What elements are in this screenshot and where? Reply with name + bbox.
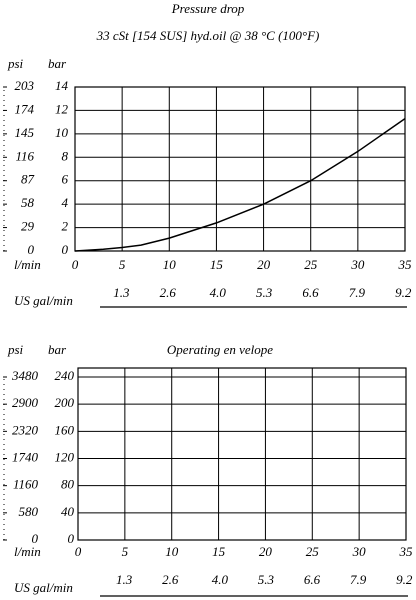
y2-tick-label: 0 (28, 242, 35, 257)
x2-tick-label: 7.9 (349, 285, 366, 300)
y2-tick-label: 116 (15, 148, 34, 163)
y2-axis-label: psi (7, 342, 24, 357)
x-tick-label: 15 (212, 544, 226, 559)
y2-tick-label: 58 (21, 195, 35, 210)
x-tick-label: 10 (163, 257, 177, 272)
y2-axis-label: psi (7, 56, 24, 71)
x2-tick-label: 9.2 (396, 572, 413, 587)
y2-tick-label: 3480 (11, 368, 39, 383)
y2-tick-label: 87 (21, 172, 35, 187)
x2-tick-label: 1.3 (116, 572, 133, 587)
curve (74, 118, 406, 252)
y-axis-label: bar (48, 56, 67, 71)
chart-subtitle: 33 cSt [154 SUS] hyd.oil @ 38 °C (100°F) (96, 28, 320, 43)
x2-tick-label: 2.6 (160, 285, 177, 300)
x-tick-label: 35 (399, 544, 414, 559)
x2-tick-label: 5.3 (256, 285, 273, 300)
x-tick-label: 35 (398, 257, 413, 272)
plot-frame (74, 86, 406, 252)
y2-tick-label: 0 (32, 531, 39, 546)
y-tick-label: 200 (55, 395, 75, 410)
x-tick-label: 5 (119, 257, 126, 272)
y2-tick-label: 174 (15, 101, 35, 116)
x-tick-label: 20 (259, 544, 273, 559)
x-tick-label: 15 (210, 257, 224, 272)
y-tick-label: 40 (61, 504, 75, 519)
y2-tick-label: 2900 (12, 395, 39, 410)
x-axis-label: l/min (14, 544, 41, 559)
plot-frame (77, 367, 407, 541)
chart-title: Operating en velope (167, 342, 273, 357)
x2-tick-label: 4.0 (210, 285, 227, 300)
x2-tick-label: 9.2 (395, 285, 412, 300)
y-axis-label: bar (48, 342, 67, 357)
y-tick-label: 0 (68, 531, 75, 546)
x-tick-label: 10 (165, 544, 179, 559)
y-tick-label: 6 (62, 172, 69, 187)
y-tick-label: 0 (62, 242, 69, 257)
x-tick-label: 30 (352, 544, 367, 559)
y2-tick-label: 1160 (13, 477, 39, 492)
y-tick-label: 8 (62, 148, 69, 163)
x2-tick-label: 4.0 (212, 572, 229, 587)
y-tick-label: 12 (55, 101, 69, 116)
x-tick-label: 0 (75, 544, 82, 559)
y-tick-label: 10 (55, 125, 69, 140)
y-tick-label: 240 (55, 368, 75, 383)
y-tick-label: 120 (55, 449, 75, 464)
x2-tick-label: 6.6 (304, 572, 321, 587)
x2-axis-label: US gal/min (14, 580, 73, 595)
chart-title: Pressure drop (171, 1, 245, 16)
x2-tick-label: 1.3 (113, 285, 130, 300)
y2-tick-label: 29 (21, 219, 35, 234)
x-tick-label: 30 (350, 257, 365, 272)
x-tick-label: 0 (72, 257, 79, 272)
y-tick-label: 14 (55, 78, 69, 93)
x-tick-label: 5 (122, 544, 129, 559)
x2-tick-label: 2.6 (162, 572, 179, 587)
x2-tick-label: 6.6 (302, 285, 319, 300)
x2-tick-label: 7.9 (350, 572, 367, 587)
y-tick-label: 160 (55, 422, 75, 437)
y2-tick-label: 145 (15, 125, 35, 140)
y2-tick-label: 2320 (12, 422, 39, 437)
x2-axis-label: US gal/min (14, 293, 73, 308)
y-tick-label: 2 (62, 219, 69, 234)
y-tick-label: 80 (61, 477, 75, 492)
y-tick-label: 4 (62, 195, 69, 210)
y2-tick-label: 580 (19, 504, 39, 519)
x-tick-label: 25 (304, 257, 318, 272)
x2-tick-label: 5.3 (258, 572, 275, 587)
y2-tick-label: 1740 (12, 449, 39, 464)
y2-tick-label: 203 (15, 78, 35, 93)
x-tick-label: 25 (306, 544, 320, 559)
x-tick-label: 20 (257, 257, 271, 272)
x-axis-label: l/min (14, 257, 41, 272)
